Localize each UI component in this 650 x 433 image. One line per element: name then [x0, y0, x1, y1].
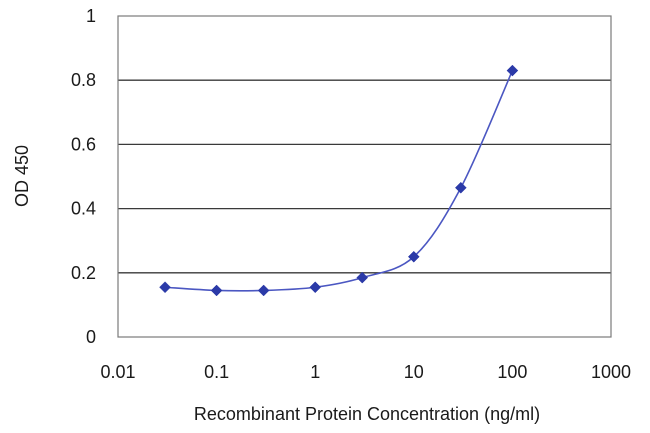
data-point-marker [407, 250, 420, 263]
y-axis-tick-labels: 0 0.2 0.4 0.6 0.8 1 [71, 6, 96, 347]
y-axis-title: OD 450 [12, 145, 32, 207]
gridlines [118, 79, 611, 274]
x-tick-label: 0.01 [100, 362, 135, 382]
data-point-marker [210, 284, 223, 297]
x-tick-label: 100 [497, 362, 527, 382]
y-tick-label: 0.6 [71, 134, 96, 154]
data-point-marker [159, 281, 171, 294]
x-tick-label: 1 [310, 362, 320, 382]
y-tick-label: 0.4 [71, 199, 96, 219]
data-point-marker [506, 64, 519, 77]
x-axis-title: Recombinant Protein Concentration (ng/ml… [194, 404, 540, 424]
x-axis-tick-labels: 0.01 0.1 1 10 100 1000 [100, 362, 631, 382]
data-point-marker [454, 181, 467, 194]
data-point-marker [257, 284, 270, 297]
data-point-marker [309, 281, 322, 294]
x-tick-label: 0.1 [204, 362, 229, 382]
y-tick-label: 1 [86, 6, 96, 26]
data-point-marker [356, 271, 369, 284]
y-tick-label: 0.8 [71, 70, 96, 90]
x-tick-label: 10 [404, 362, 424, 382]
plot-area-frame [117, 15, 612, 338]
series-line [164, 70, 514, 292]
y-tick-label: 0 [86, 327, 96, 347]
x-tick-label: 1000 [591, 362, 631, 382]
series-layer [159, 64, 519, 297]
y-tick-label: 0.2 [71, 263, 96, 283]
